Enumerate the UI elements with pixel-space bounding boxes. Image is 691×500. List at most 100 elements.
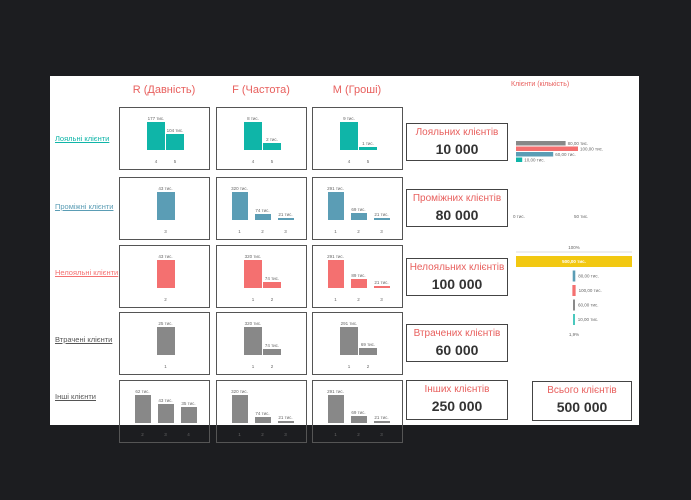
bar-value-label: 43 тис. <box>158 186 173 191</box>
funnel-stage <box>572 285 576 296</box>
bar <box>180 407 197 423</box>
metric-panel-f: 320 тис. 1 74 тис. 2 21 тис. 3 <box>216 177 307 240</box>
bar <box>244 260 262 288</box>
bar-value-label: 291 тис. <box>327 389 344 394</box>
bar <box>244 122 262 150</box>
bar-value-label: 69 тис. <box>360 342 376 348</box>
x-tick-label: 1 <box>334 229 337 234</box>
segment-label[interactable]: Лояльні клієнти <box>55 134 110 143</box>
x-tick-label: 3 <box>380 432 383 437</box>
segment-count-card: Втрачених клієнтів 60 000 <box>406 324 508 362</box>
x-tick-label: 1 <box>347 364 351 369</box>
x-tick-label: 1 <box>334 297 337 302</box>
bar <box>327 192 344 220</box>
bar <box>350 213 367 220</box>
funnel-stage <box>572 270 576 282</box>
bar-value-label: 89 тис. <box>351 273 366 279</box>
x-tick-label: 4 <box>347 159 351 164</box>
bar-value-label: 74 тис. <box>255 410 270 416</box>
hbar-bar <box>516 152 554 157</box>
total-clients-value: 500 000 <box>556 399 608 415</box>
segment-count-card: Нелояльних клієнтів 100 000 <box>406 258 508 296</box>
x-tick-label: 3 <box>164 432 167 437</box>
segment-count-title: Інших клієнтів <box>424 384 490 395</box>
bar-value-label: 74 тис. <box>264 342 280 348</box>
x-tick-label: 2 <box>261 229 264 234</box>
bar <box>327 260 344 288</box>
bar-value-label: 21 тис. <box>374 414 389 420</box>
metric-panel-m: 291 тис. 1 69 тис. 2 21 тис. 3 <box>312 177 403 240</box>
x-tick-label: 1 <box>238 432 241 437</box>
bar <box>263 348 281 355</box>
bar-value-label: 43 тис. <box>158 397 173 403</box>
x-tick-label: 2 <box>164 297 167 302</box>
total-clients-card: Всього клієнтів 500 000 <box>532 381 632 421</box>
segment-count-value: 100 000 <box>431 276 483 292</box>
x-tick-label: 1 <box>251 364 255 369</box>
x-tick-label: 4 <box>187 432 190 437</box>
metric-panel-r: 43 тис. 3 <box>119 177 210 240</box>
x-tick-label: 3 <box>164 229 167 234</box>
metric-panel-f: 320 тис. 1 74 тис. 2 <box>216 245 307 308</box>
segment-label[interactable]: Проміжні клієнти <box>55 202 114 211</box>
segment-count-value: 80 000 <box>435 207 479 223</box>
bar-value-label: 21 тис. <box>374 211 389 217</box>
bar <box>263 281 281 288</box>
funnel-stage-label: 60,00 тис. <box>578 303 599 308</box>
clients-funnel-chart: 100% 500,00 тис. 80,00 тис. 100,00 тис. 60,0… <box>516 245 632 337</box>
segment-label[interactable]: Нелояльні клієнти <box>55 268 119 277</box>
funnel-bottom-label: 1,9% <box>569 332 579 337</box>
bar <box>263 143 281 150</box>
funnel-stage <box>573 299 575 311</box>
segment-count-value: 250 000 <box>431 398 483 414</box>
x-tick-label: 5 <box>270 159 274 164</box>
metric-panel-r: 25 тис. 1 <box>119 312 210 375</box>
bar-value-label: 74 тис. <box>255 207 270 213</box>
bar <box>350 416 367 423</box>
segment-label[interactable]: Втрачені клієнти <box>55 335 113 344</box>
bar <box>147 122 165 150</box>
metric-panel-r: 43 тис. 2 <box>119 245 210 308</box>
bar <box>277 218 294 220</box>
bar <box>231 192 248 220</box>
x-tick-label: 2 <box>261 432 264 437</box>
hbar-bar <box>516 141 566 146</box>
funnel-stage <box>573 314 575 325</box>
header-recency: R (Давність) <box>132 84 196 96</box>
x-tick-label: 2 <box>357 297 360 302</box>
x-tick-label: 3 <box>284 432 287 437</box>
funnel-stage-label: 80,00 тис. <box>578 274 599 279</box>
bar <box>231 395 248 423</box>
hbar-x-tick: 0 тис. <box>513 214 525 219</box>
bar-value-label: 291 тис. <box>327 186 344 191</box>
bar-value-label: 21 тис. <box>278 212 293 217</box>
x-tick-label: 1 <box>251 297 255 302</box>
chart-title: Клієнти (кількість) <box>511 81 570 88</box>
bar <box>254 213 271 220</box>
x-tick-label: 1 <box>238 229 241 234</box>
hbar-value-label: 60,00 тис. <box>555 152 576 157</box>
hbar-x-tick: 50 тис. <box>574 214 588 219</box>
bar <box>166 133 184 150</box>
x-tick-label: 3 <box>380 297 383 302</box>
bar-value-label: 21 тис. <box>278 415 293 420</box>
bar-value-label: 291 тис. <box>327 254 344 259</box>
bar <box>359 348 377 355</box>
bar-value-label: 43 тис. <box>158 254 173 259</box>
bar <box>157 403 174 423</box>
bar <box>340 122 358 150</box>
segment-count-title: Лояльних клієнтів <box>415 127 499 138</box>
header-monetary: M (Гроші) <box>332 84 382 96</box>
bar <box>156 260 175 288</box>
bar-value-label: 320 тис. <box>231 389 248 394</box>
funnel-top-label: 100% <box>568 245 580 250</box>
bar-value-label: 25 тис. <box>158 321 173 326</box>
bar <box>340 327 358 355</box>
x-tick-label: 2 <box>270 364 274 369</box>
x-tick-label: 3 <box>380 229 383 234</box>
bar-value-label: 69 тис. <box>351 207 366 213</box>
segment-label[interactable]: Інші клієнти <box>55 392 96 401</box>
header-frequency: F (Частота) <box>232 84 290 96</box>
segment-count-title: Проміжних клієнтів <box>412 193 502 204</box>
metric-panel-r: 177 тис. 4 104 тис. 5 <box>119 107 210 170</box>
